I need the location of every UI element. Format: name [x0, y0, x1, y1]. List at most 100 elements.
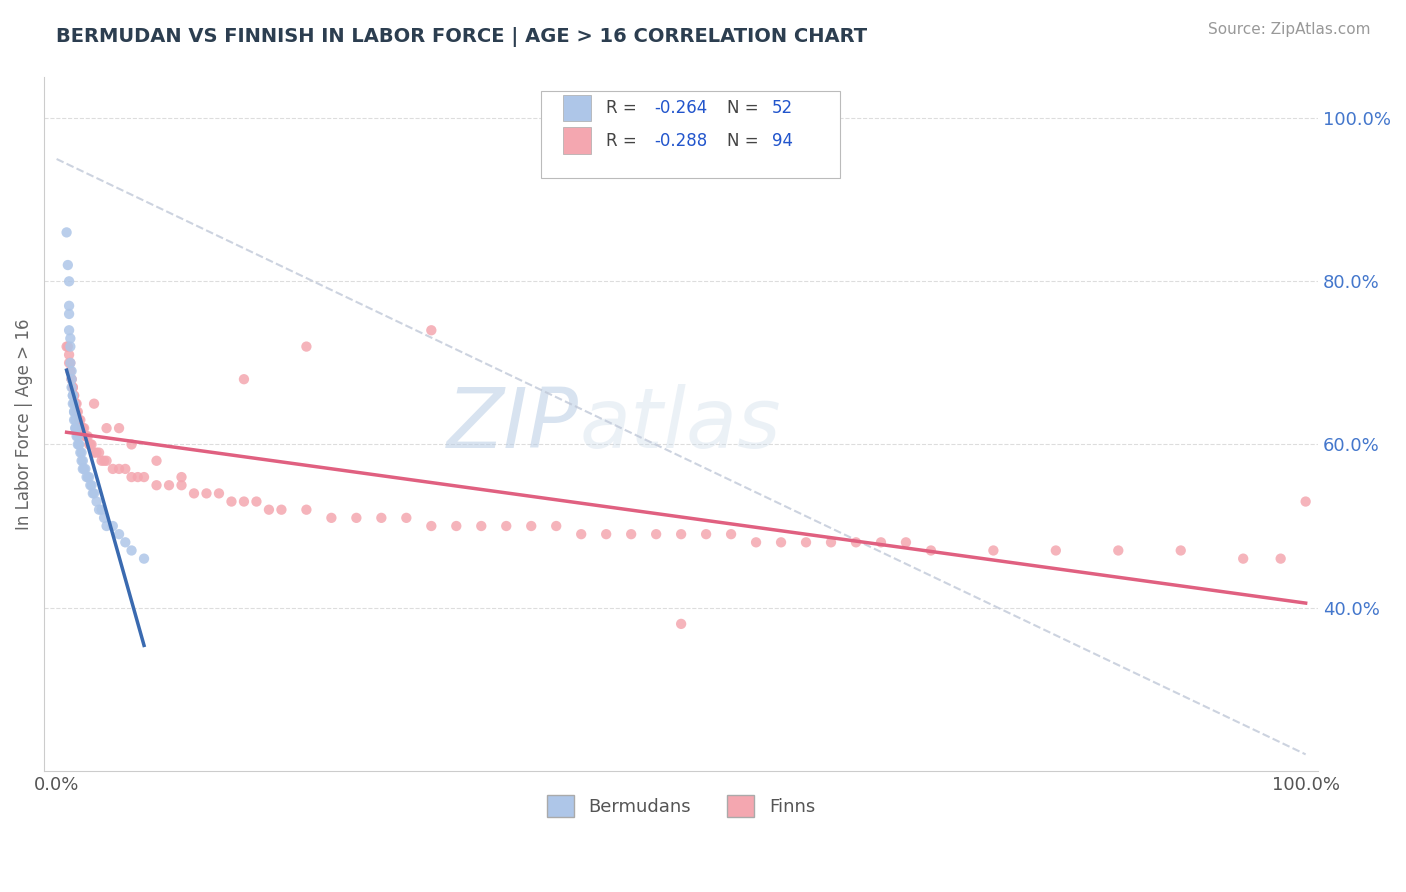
Point — [344, 511, 367, 525]
Point — [770, 535, 793, 549]
Point — [69, 413, 91, 427]
Point — [63, 405, 86, 419]
Point — [145, 478, 167, 492]
Point — [370, 511, 392, 525]
Point — [983, 543, 1005, 558]
Point — [845, 535, 868, 549]
Point — [72, 462, 94, 476]
Point — [58, 323, 80, 337]
Point — [73, 421, 96, 435]
Point — [55, 226, 77, 240]
Point — [870, 535, 893, 549]
Point — [221, 494, 243, 508]
Text: 94: 94 — [772, 131, 793, 150]
Point — [59, 356, 82, 370]
Point — [60, 380, 83, 394]
Point — [58, 299, 80, 313]
Text: -0.288: -0.288 — [654, 131, 707, 150]
Point — [62, 388, 84, 402]
Point — [76, 429, 98, 443]
Point — [70, 445, 93, 459]
Point — [132, 551, 155, 566]
Point — [620, 527, 643, 541]
Point — [93, 511, 115, 525]
Point — [58, 307, 80, 321]
Point — [73, 462, 96, 476]
Point — [87, 445, 110, 459]
Text: 52: 52 — [772, 99, 793, 117]
Point — [59, 364, 82, 378]
Point — [76, 470, 98, 484]
FancyBboxPatch shape — [562, 95, 591, 121]
Text: ZIP: ZIP — [447, 384, 579, 465]
Point — [63, 405, 86, 419]
Point — [794, 535, 817, 549]
Point — [1107, 543, 1129, 558]
Point — [170, 478, 193, 492]
Text: R =: R = — [606, 131, 643, 150]
Point — [66, 437, 89, 451]
Point — [75, 462, 97, 476]
Point — [79, 478, 101, 492]
Point — [65, 429, 87, 443]
Point — [65, 397, 87, 411]
Point — [79, 437, 101, 451]
Point — [62, 388, 84, 402]
Point — [121, 543, 143, 558]
Point — [145, 454, 167, 468]
Point — [96, 454, 118, 468]
Point — [86, 494, 108, 508]
Point — [108, 421, 131, 435]
Point — [90, 502, 112, 516]
FancyBboxPatch shape — [541, 91, 841, 178]
Point — [70, 421, 93, 435]
Point — [820, 535, 842, 549]
Point — [720, 527, 742, 541]
Point — [77, 470, 100, 484]
Point — [65, 397, 87, 411]
Text: N =: N = — [727, 131, 763, 150]
Text: R =: R = — [606, 99, 643, 117]
Point — [1270, 551, 1292, 566]
Point — [569, 527, 592, 541]
Point — [127, 470, 149, 484]
FancyBboxPatch shape — [562, 128, 591, 153]
Point — [96, 421, 118, 435]
Point — [65, 413, 87, 427]
Point — [257, 502, 280, 516]
Point — [121, 437, 143, 451]
Point — [62, 380, 84, 394]
Point — [270, 502, 292, 516]
Point — [59, 340, 82, 354]
Legend: Bermudans, Finns: Bermudans, Finns — [540, 788, 823, 824]
Point — [233, 494, 256, 508]
Point — [321, 511, 343, 525]
Point — [1295, 494, 1317, 508]
Point — [1045, 543, 1067, 558]
Point — [395, 511, 418, 525]
Point — [59, 356, 82, 370]
Point — [65, 397, 87, 411]
Point — [77, 437, 100, 451]
Point — [67, 437, 90, 451]
Point — [72, 454, 94, 468]
Point — [90, 454, 112, 468]
Point — [1170, 543, 1192, 558]
Point — [75, 429, 97, 443]
Text: Source: ZipAtlas.com: Source: ZipAtlas.com — [1208, 22, 1371, 37]
Point — [62, 397, 84, 411]
Point — [82, 486, 104, 500]
Point — [645, 527, 668, 541]
Text: BERMUDAN VS FINNISH IN LABOR FORCE | AGE > 16 CORRELATION CHART: BERMUDAN VS FINNISH IN LABOR FORCE | AGE… — [56, 27, 868, 46]
Point — [63, 397, 86, 411]
Point — [70, 454, 93, 468]
Point — [420, 323, 443, 337]
Point — [420, 519, 443, 533]
Point — [56, 340, 79, 354]
Point — [233, 372, 256, 386]
Point — [67, 437, 90, 451]
Point — [63, 388, 86, 402]
Point — [65, 421, 87, 435]
Point — [108, 462, 131, 476]
Text: atlas: atlas — [579, 384, 780, 465]
